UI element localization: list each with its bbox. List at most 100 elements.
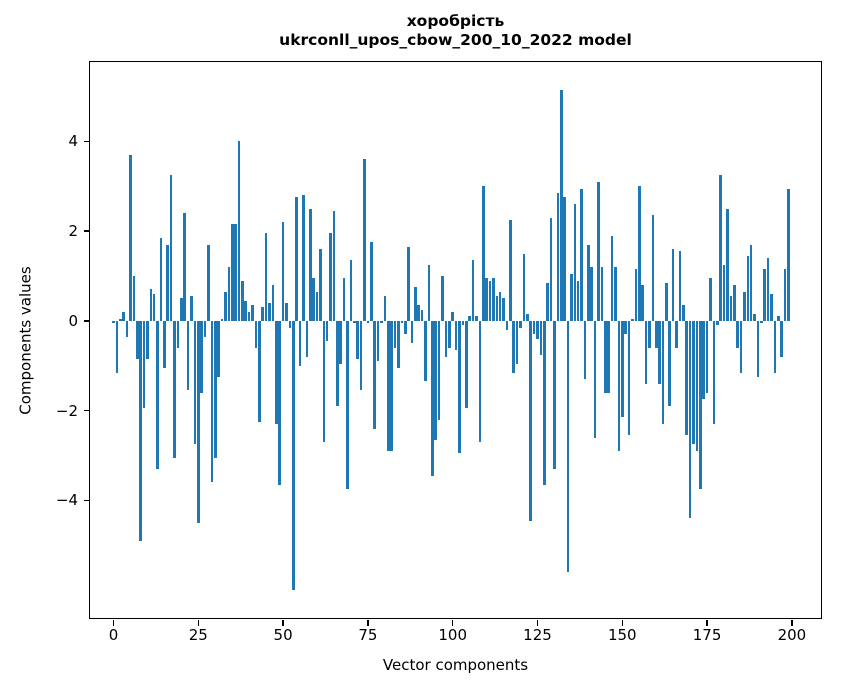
bar	[621, 320, 624, 418]
bar	[536, 320, 539, 339]
x-tick-label: 125	[523, 626, 552, 644]
bar	[556, 192, 560, 321]
bar	[414, 287, 417, 321]
bar	[756, 320, 760, 377]
bar	[261, 307, 265, 321]
bar	[156, 320, 159, 469]
bar	[142, 320, 146, 409]
bar	[454, 320, 458, 351]
bar	[207, 244, 210, 321]
bar	[302, 195, 305, 321]
bar	[251, 305, 254, 321]
bar	[254, 320, 258, 348]
bar	[488, 280, 492, 321]
bar	[227, 267, 231, 321]
bar	[322, 320, 326, 443]
bar	[183, 213, 187, 321]
bar	[566, 320, 570, 573]
bar	[451, 311, 454, 321]
bar	[210, 320, 214, 483]
bar	[271, 285, 275, 321]
bar	[515, 320, 519, 364]
bar	[743, 291, 746, 321]
bar	[186, 320, 190, 391]
bar	[427, 264, 431, 321]
bar	[732, 285, 736, 321]
x-tick-label: 0	[108, 626, 119, 644]
bar	[400, 320, 404, 324]
x-tick-mark	[112, 619, 115, 626]
bar	[166, 244, 170, 321]
bar	[397, 320, 400, 368]
y-tick-label: 4	[68, 132, 78, 151]
bar	[648, 320, 651, 348]
bar	[658, 320, 661, 384]
bar	[169, 175, 173, 321]
bar	[760, 320, 763, 324]
x-tick-label: 175	[692, 626, 722, 644]
chart-title: хоробрість ukrconll_upos_cbow_200_10_202…	[90, 12, 821, 50]
y-tick-mark	[83, 409, 89, 412]
bar	[403, 320, 407, 335]
bar	[631, 318, 634, 321]
y-tick-label: 2	[68, 222, 78, 241]
bar	[129, 154, 132, 321]
bar	[247, 311, 251, 321]
x-tick-label: 100	[438, 626, 467, 644]
bar	[498, 291, 502, 321]
bar	[614, 267, 617, 321]
bar	[220, 318, 224, 321]
bar	[529, 320, 532, 521]
bar	[665, 282, 668, 321]
bar	[448, 320, 451, 348]
bar	[197, 320, 200, 523]
bar	[512, 320, 516, 373]
bar	[386, 320, 390, 452]
bar	[593, 320, 597, 438]
bar	[583, 320, 587, 380]
bar	[722, 264, 726, 321]
bar	[553, 320, 556, 469]
bar	[485, 278, 488, 321]
bar	[627, 320, 631, 436]
bar	[624, 320, 627, 335]
bar	[651, 215, 655, 321]
bar	[275, 320, 278, 425]
bar	[729, 296, 733, 321]
x-tick-label: 75	[358, 626, 378, 644]
bar	[369, 242, 373, 321]
bar	[163, 320, 166, 368]
bar	[644, 320, 648, 384]
bar	[699, 320, 702, 490]
bar	[746, 255, 750, 321]
bar	[393, 320, 397, 348]
bar	[610, 235, 614, 321]
bar	[753, 314, 756, 321]
bar	[180, 298, 183, 321]
bar	[380, 320, 383, 324]
bar	[417, 305, 421, 321]
bar	[319, 249, 322, 321]
bar	[509, 219, 512, 321]
bar	[291, 320, 295, 591]
bar	[122, 311, 125, 321]
bar	[339, 320, 343, 364]
x-tick-mark	[536, 619, 539, 626]
bar	[159, 237, 163, 321]
bar	[702, 320, 705, 400]
bar	[461, 320, 465, 326]
bar	[549, 217, 553, 321]
bar	[431, 320, 434, 476]
bar	[366, 320, 370, 324]
bar	[173, 320, 176, 458]
y-tick-mark	[83, 499, 89, 502]
bar	[258, 320, 261, 422]
bar	[325, 320, 329, 342]
bar	[576, 280, 580, 321]
x-axis-label: Vector components	[382, 656, 529, 674]
bar	[359, 320, 363, 391]
bar	[149, 289, 153, 321]
bar	[715, 320, 719, 326]
bar	[522, 253, 526, 321]
y-tick-label: −4	[55, 491, 78, 510]
